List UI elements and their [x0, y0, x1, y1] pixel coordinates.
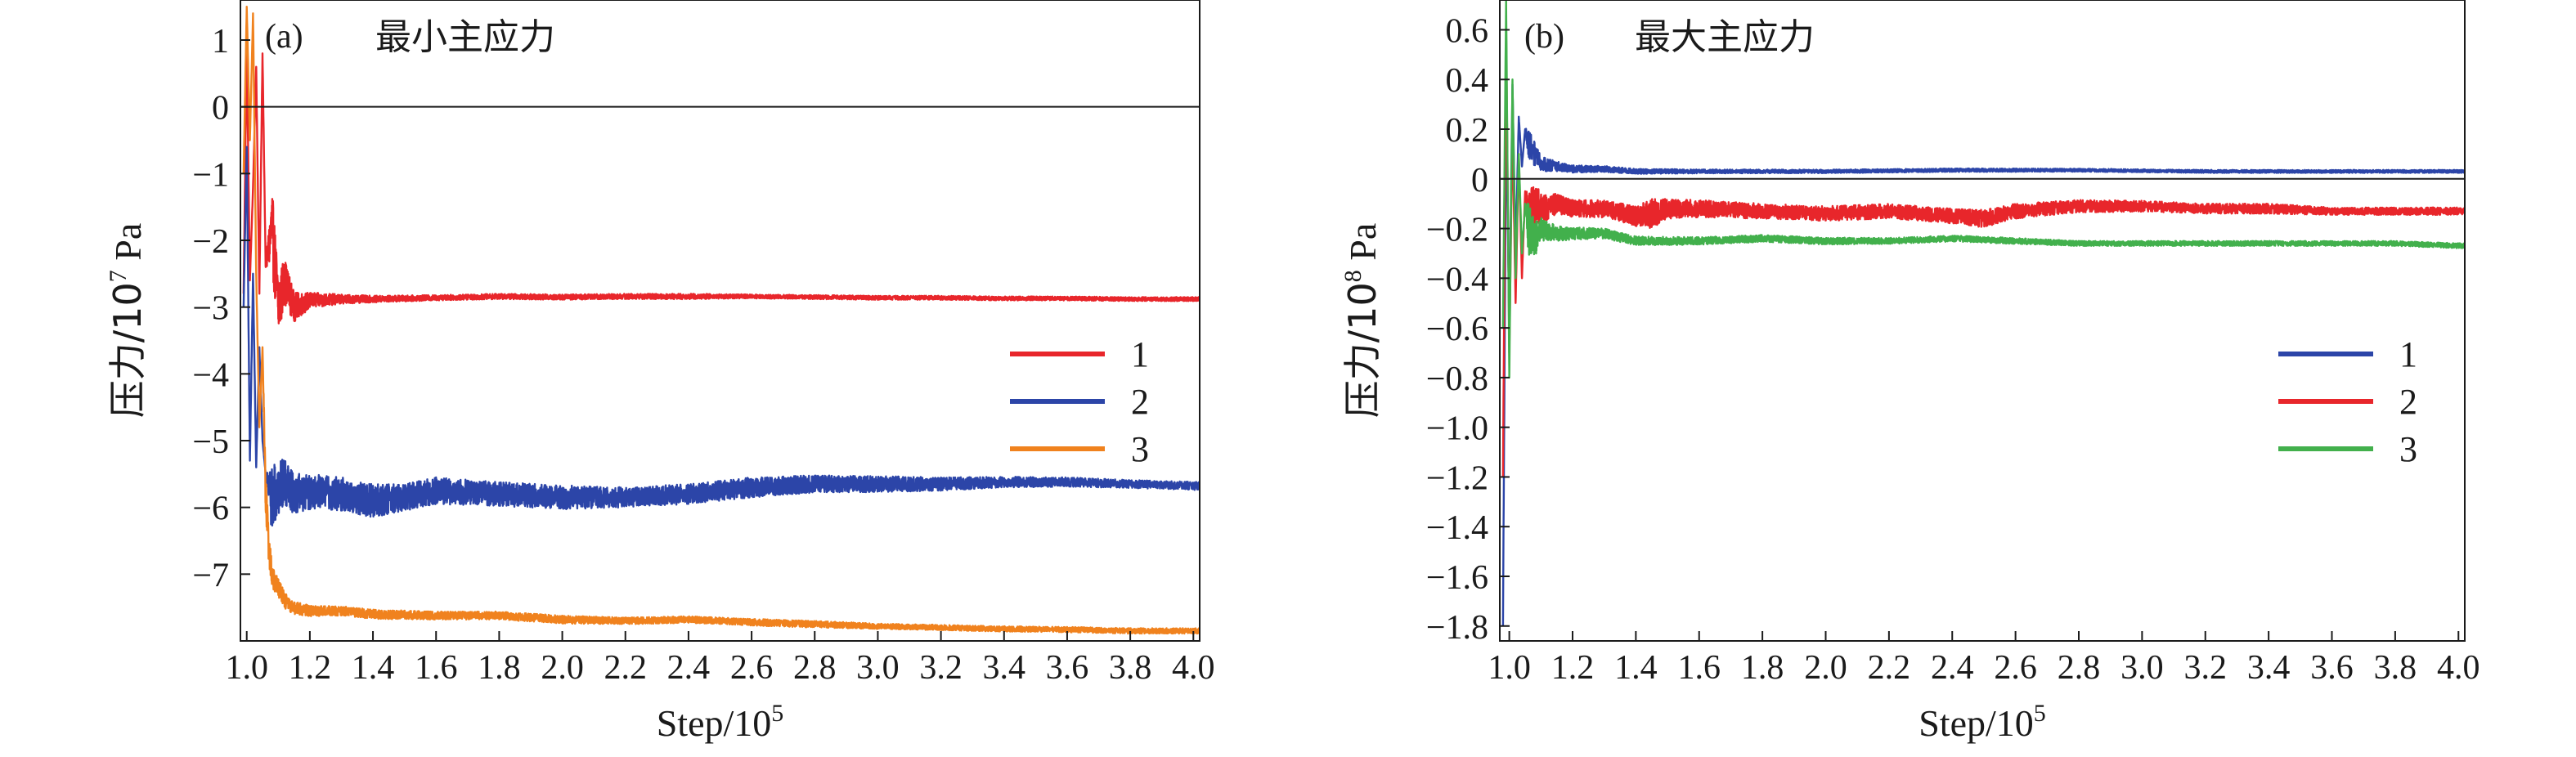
x-axis-label-exponent: 5 — [2034, 700, 2046, 727]
x-tick-label: 3.2 — [919, 649, 963, 687]
x-tick-label: 1.4 — [352, 649, 395, 687]
plot-frame — [240, 0, 1200, 642]
y-tick-label: 0.6 — [1446, 12, 1489, 50]
legend-label: 2 — [1131, 382, 1149, 422]
y-tick-label: −0.8 — [1426, 361, 1488, 398]
y-tick-label: −1.0 — [1426, 410, 1488, 448]
y-axis-label-unit: Pa — [1342, 223, 1384, 271]
legend-label: 1 — [2399, 334, 2417, 374]
x-tick-label: 3.6 — [2310, 649, 2354, 687]
chart-title: 最小主应力 — [375, 17, 555, 57]
y-axis-label-main: 压力/10 — [105, 282, 150, 418]
y-axis-label-exponent: 8 — [1340, 270, 1367, 282]
series-line-2 — [242, 146, 1200, 527]
x-axis-label-main: Step/10 — [657, 702, 772, 744]
x-axis: 1.0 1.2 1.4 1.6 1.8 2.0 2.2 2.4 2.6 2.8 3.0 3.2 3.4 3… — [1488, 631, 2480, 687]
y-tick-label: −1.4 — [1426, 509, 1488, 547]
y-axis-label-exponent: 7 — [105, 270, 132, 282]
y-axis-label: 压力/107 Pa — [105, 223, 150, 419]
y-tick-label: −0.2 — [1426, 212, 1488, 249]
x-tick-label: 1.8 — [478, 649, 521, 687]
x-tick-label: 2.4 — [667, 649, 711, 687]
y-axis-label-unit: Pa — [107, 223, 149, 271]
x-tick-label: 2.2 — [604, 649, 647, 687]
series-group — [1501, 0, 2465, 626]
x-tick-label: 2.4 — [1931, 649, 1974, 687]
y-tick-label: 1 — [212, 23, 229, 60]
y-tick-label: −5 — [192, 423, 229, 461]
panel-b: 0.6 0.4 0.2 0 −0.2 −0.4 −0.6 −0.8 −1.0 −1.2 −1.4 −1… — [1340, 0, 2480, 744]
legend: 1 2 3 — [1010, 334, 1149, 469]
x-tick-label: 3.4 — [983, 649, 1026, 687]
x-tick-label: 3.6 — [1046, 649, 1089, 687]
x-tick-label: 4.0 — [2437, 649, 2480, 687]
x-tick-label: 1.2 — [1551, 649, 1595, 687]
x-tick-label: 2.0 — [1804, 649, 1847, 687]
x-tick-label: 1.6 — [415, 649, 458, 687]
legend-label: 3 — [2399, 429, 2417, 469]
x-tick-label: 1.0 — [225, 649, 268, 687]
x-tick-label: 2.6 — [1994, 649, 2037, 687]
legend: 1 2 3 — [2278, 334, 2417, 469]
x-axis-label: Step/105 — [657, 700, 784, 744]
x-tick-label: 2.0 — [541, 649, 584, 687]
x-tick-label: 3.0 — [856, 649, 900, 687]
y-tick-label: 0 — [212, 90, 229, 128]
x-tick-label: 1.4 — [1614, 649, 1658, 687]
x-tick-label: 1.8 — [1741, 649, 1784, 687]
x-tick-label: 3.8 — [1109, 649, 1152, 687]
x-tick-label: 3.2 — [2184, 649, 2228, 687]
x-tick-label: 2.2 — [1868, 649, 1911, 687]
y-tick-label: −3 — [192, 290, 229, 328]
x-axis-label-main: Step/10 — [1919, 702, 2034, 744]
panel-a: 1 0 −1 −2 −3 −4 −5 −6 −7 1.0 1.2 1.4 1.6 1.8 2.0 2.2 2.4… — [105, 0, 1215, 744]
series-group — [242, 5, 1200, 635]
x-tick-label: 2.8 — [2058, 649, 2101, 687]
y-axis-label-main: 压力/10 — [1340, 282, 1384, 418]
series-line-3 — [1501, 0, 2465, 379]
x-tick-label: 2.8 — [793, 649, 837, 687]
legend-label: 2 — [2399, 382, 2417, 422]
y-tick-label: −1.2 — [1426, 459, 1488, 497]
y-axis: 1 0 −1 −2 −3 −4 −5 −6 −7 — [192, 23, 250, 594]
series-line-3 — [242, 5, 1200, 635]
y-tick-label: −2 — [192, 223, 229, 261]
x-axis: 1.0 1.2 1.4 1.6 1.8 2.0 2.2 2.4 2.6 2.8 3.0 3.2 3.4 3… — [225, 631, 1215, 687]
series-line-1 — [1501, 83, 2465, 626]
series-line-2 — [1501, 29, 2465, 477]
y-axis: 0.6 0.4 0.2 0 −0.2 −0.4 −0.6 −0.8 −1.0 −1.2 −1.4 −1… — [1426, 12, 1510, 647]
x-tick-label: 1.2 — [289, 649, 332, 687]
legend-label: 3 — [1131, 429, 1149, 469]
series-line-1 — [242, 46, 1200, 325]
y-tick-label: 0.2 — [1446, 112, 1489, 150]
x-tick-label: 1.6 — [1677, 649, 1721, 687]
y-tick-label: −6 — [192, 490, 229, 528]
x-tick-label: 1.0 — [1488, 649, 1531, 687]
chart-title: 最大主应力 — [1635, 17, 1815, 57]
x-tick-label: 3.4 — [2247, 649, 2291, 687]
plot-frame — [1499, 0, 2466, 642]
y-tick-label: −1.8 — [1426, 609, 1488, 647]
y-tick-label: −0.6 — [1426, 311, 1488, 348]
panel-label: (b) — [1524, 18, 1564, 56]
x-tick-label: 3.8 — [2374, 649, 2417, 687]
y-tick-label: −1 — [192, 156, 229, 194]
y-tick-label: −4 — [192, 356, 229, 394]
y-tick-label: −7 — [192, 557, 229, 594]
y-tick-label: −0.4 — [1426, 261, 1488, 298]
y-tick-label: 0.4 — [1446, 62, 1489, 100]
x-tick-label: 4.0 — [1172, 649, 1215, 687]
x-axis-label-exponent: 5 — [771, 700, 783, 727]
x-axis-label: Step/105 — [1919, 700, 2046, 744]
legend-label: 1 — [1131, 334, 1149, 374]
panel-label: (a) — [265, 18, 303, 56]
y-tick-label: −1.6 — [1426, 559, 1488, 597]
x-tick-label: 3.0 — [2120, 649, 2164, 687]
y-axis-label: 压力/108 Pa — [1340, 223, 1384, 419]
y-tick-label: 0 — [1471, 162, 1488, 199]
x-tick-label: 2.6 — [730, 649, 774, 687]
